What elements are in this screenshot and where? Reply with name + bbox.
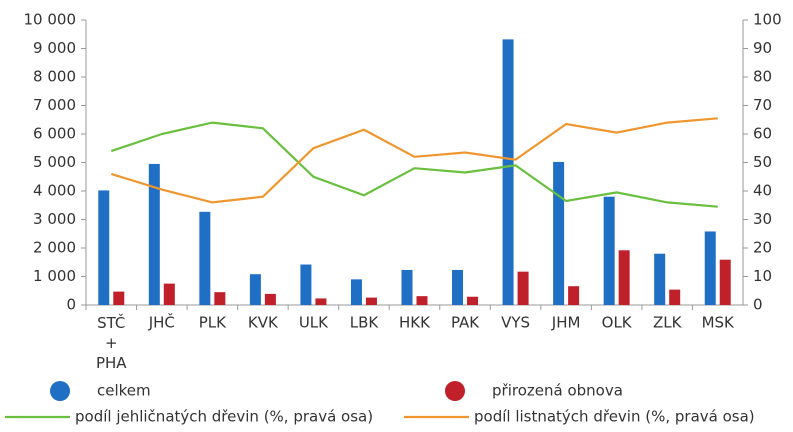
bar bbox=[720, 260, 731, 305]
y-tick-label: 4 000 bbox=[33, 182, 76, 200]
bar bbox=[402, 270, 413, 305]
bar bbox=[98, 190, 109, 305]
x-tick-label: PAK bbox=[451, 314, 480, 332]
bar bbox=[568, 286, 579, 305]
y-tick-label: 6 000 bbox=[33, 125, 76, 143]
y-tick-label: 8 000 bbox=[33, 68, 76, 86]
x-tick-label: JHM bbox=[551, 314, 581, 332]
y2-tick-label: 100 bbox=[753, 11, 782, 29]
y-tick-label: 0 bbox=[66, 296, 76, 314]
bar bbox=[250, 274, 261, 305]
legend-label: podíl jehličnatých dřevin (%, pravá osa) bbox=[75, 408, 373, 426]
y2-tick-label: 80 bbox=[753, 68, 772, 86]
chart: 0 1 000 2 000 3 000 4 000 5 000 6 000 7 000 8 00… bbox=[0, 0, 793, 432]
x-tick-label: KVK bbox=[248, 314, 279, 332]
bar bbox=[503, 39, 514, 305]
bar bbox=[164, 284, 175, 305]
y2-tick-label: 30 bbox=[753, 210, 772, 228]
bar bbox=[351, 279, 362, 305]
y2-tick-label: 60 bbox=[753, 125, 772, 143]
y-tick-label: 9 000 bbox=[33, 39, 76, 57]
bar bbox=[315, 298, 326, 305]
bar bbox=[214, 292, 225, 305]
bar bbox=[265, 294, 276, 305]
bar bbox=[300, 265, 311, 305]
x-tick-label: LBK bbox=[350, 314, 380, 332]
legend-label: celkem bbox=[97, 382, 151, 400]
y2-tick-label: 0 bbox=[753, 296, 763, 314]
bar bbox=[366, 298, 377, 305]
x-tick-label: MSK bbox=[702, 314, 735, 332]
bar bbox=[467, 297, 478, 305]
y2-tick-label: 70 bbox=[753, 96, 772, 114]
y2-tick-label: 40 bbox=[753, 182, 772, 200]
bar bbox=[654, 254, 665, 305]
bar bbox=[452, 270, 463, 305]
y2-tick-label: 90 bbox=[753, 39, 772, 57]
y-tick-label: 2 000 bbox=[33, 239, 76, 257]
bar bbox=[669, 290, 680, 305]
x-tick-label: VYS bbox=[501, 314, 530, 332]
bar bbox=[518, 272, 529, 305]
x-tick-label: OLK bbox=[602, 314, 633, 332]
y-tick-label: 7 000 bbox=[33, 96, 76, 114]
line bbox=[111, 118, 717, 202]
x-tick-label: JHČ bbox=[148, 313, 175, 332]
legend-label: přirozená obnova bbox=[492, 382, 623, 400]
bar bbox=[113, 292, 124, 305]
y2-tick-label: 50 bbox=[753, 153, 772, 171]
x-tick-label: PLK bbox=[199, 314, 227, 332]
x-tick-label: HKK bbox=[399, 314, 431, 332]
bar bbox=[553, 162, 564, 305]
bar bbox=[199, 212, 210, 305]
legend-marker bbox=[50, 381, 70, 401]
bar bbox=[417, 296, 428, 305]
y-tick-label: 1 000 bbox=[33, 267, 76, 285]
y-tick-label: 3 000 bbox=[33, 210, 76, 228]
y2-tick-label: 10 bbox=[753, 267, 772, 285]
bar bbox=[604, 197, 615, 305]
y-tick-label: 5 000 bbox=[33, 153, 76, 171]
legend-marker bbox=[445, 381, 465, 401]
legend-label: podíl listnatých dřevin (%, pravá osa) bbox=[474, 408, 755, 426]
y-tick-label: 10 000 bbox=[24, 11, 77, 29]
bar bbox=[619, 250, 630, 305]
bar bbox=[705, 231, 716, 305]
x-tick-label: ZLK bbox=[653, 314, 683, 332]
x-tick-label: ULK bbox=[299, 314, 329, 332]
y2-tick-label: 20 bbox=[753, 239, 772, 257]
line bbox=[111, 123, 717, 207]
x-tick-label: STČ+PHA bbox=[96, 313, 127, 372]
